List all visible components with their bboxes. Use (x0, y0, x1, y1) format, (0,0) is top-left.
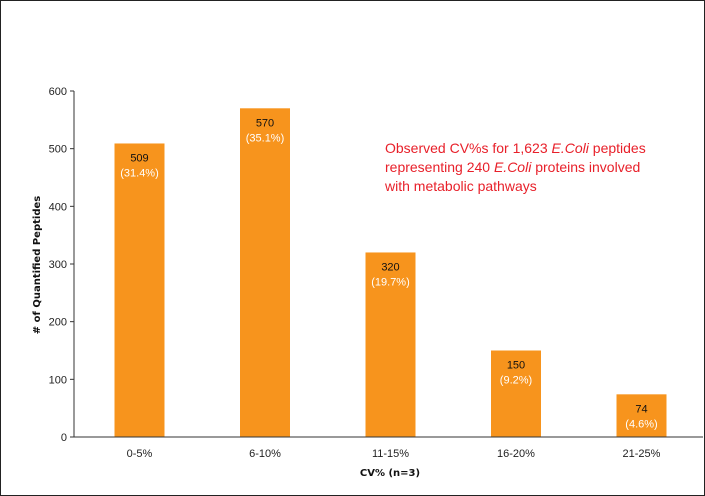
bar-value-label: 74 (635, 403, 647, 415)
bar-percent-label: (4.6%) (625, 418, 657, 430)
bar-value-label: 320 (381, 261, 399, 273)
bar (240, 108, 290, 438)
bar-percent-label: (31.4%) (120, 167, 159, 179)
annotation-line-3: with metabolic pathways (385, 178, 537, 194)
chart-annotation: Observed CV%s for 1,623 E.Coli peptides … (385, 139, 705, 196)
x-tick-label: 0-5% (127, 448, 153, 460)
x-tick-label: 11-15% (372, 448, 409, 460)
x-tick-label: 21-25% (623, 448, 661, 460)
bar-percent-label: (19.7%) (371, 276, 410, 288)
annotation-species-1: E.Coli (551, 140, 589, 156)
annotation-species-2: E.Coli (493, 159, 532, 175)
bar (365, 252, 416, 437)
x-tick-label: 6-10% (249, 448, 281, 460)
data-labels-group: 509 (31.4%) 570 (35.1%) 320 (19.7%) 150 (9.2%) 7… (120, 117, 657, 430)
bar (491, 350, 541, 437)
x-axis-title: CV% (n=3) (360, 468, 420, 479)
y-tick-label: 0 (61, 432, 67, 444)
x-axis: 0-5% 6-10% 11-15% 16-20% 21-25% (74, 436, 703, 460)
bar-percent-label: (35.1%) (246, 132, 285, 144)
bar-value-label: 570 (256, 117, 274, 129)
y-tick-label: 500 (49, 144, 67, 156)
bars-group (114, 108, 667, 438)
y-tick-label: 300 (49, 259, 67, 271)
y-tick-label: 400 (49, 201, 67, 213)
y-tick-label: 200 (49, 317, 67, 329)
bar (114, 143, 165, 437)
bar-percent-label: (9.2%) (500, 375, 532, 387)
y-axis-title: # of Quantified Peptides (32, 196, 43, 335)
bar-value-label: 150 (507, 360, 525, 372)
x-tick-label: 16-20% (497, 448, 535, 460)
y-tick-label: 100 (49, 374, 67, 386)
y-axis: 0 100 200 300 400 500 600 (49, 86, 75, 444)
bar (616, 394, 667, 437)
annotation-line-2: representing 240 E.Coli proteins involve… (385, 159, 641, 175)
annotation-line-1: Observed CV%s for 1,623 E.Coli peptides (385, 140, 646, 156)
y-tick-label: 600 (49, 86, 67, 98)
bar-value-label: 509 (130, 152, 148, 164)
